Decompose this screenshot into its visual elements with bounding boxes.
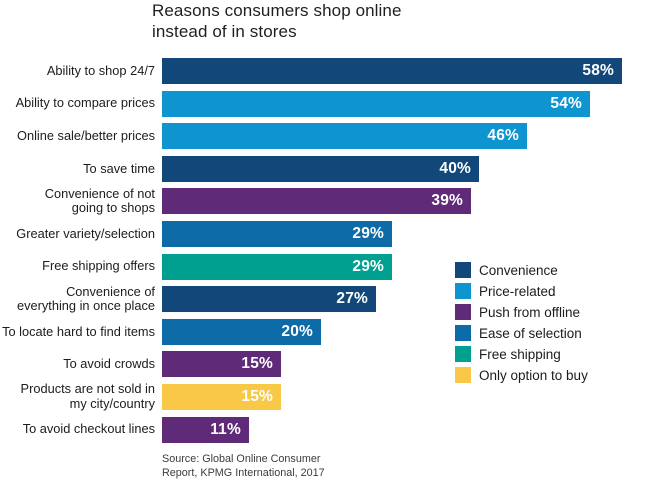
legend-label: Only option to buy: [479, 367, 588, 383]
category-label: Ability to compare prices: [15, 95, 155, 111]
value-label: 39%: [431, 192, 463, 210]
bar: 11%: [162, 416, 249, 443]
category-label: Convenience of not going to shops: [44, 185, 155, 216]
legend-label: Convenience: [479, 262, 558, 278]
bar-track: 40%: [162, 155, 651, 182]
legend-swatch: [455, 325, 471, 341]
value-label: 27%: [336, 290, 368, 308]
value-label: 15%: [241, 387, 273, 405]
bar-row: Ability to shop 24/7 58%: [0, 58, 651, 84]
bar: 29%: [162, 220, 392, 247]
bar-row: Online sale/better prices 46%: [0, 123, 651, 150]
legend-label: Price-related: [479, 283, 556, 299]
bar: 27%: [162, 286, 376, 313]
category-label: To locate hard to find items: [2, 323, 155, 339]
category-label: Products are not sold in my city/country: [20, 381, 155, 411]
bar-row: Ability to compare prices 54%: [0, 90, 651, 117]
legend-item: Push from offline: [455, 304, 588, 320]
bar-row: Convenience of not going to shops 39%: [0, 185, 651, 216]
bar-track: 29%: [162, 253, 651, 280]
category-label: Online sale/better prices: [17, 127, 155, 143]
bar-track: 58%: [162, 58, 651, 84]
chart-title: Reasons consumers shop online instead of…: [152, 1, 402, 41]
bar: 29%: [162, 253, 392, 280]
value-label: 15%: [241, 355, 273, 373]
bar-track: 29%: [162, 220, 651, 247]
legend-item: Ease of selection: [455, 325, 588, 341]
value-label: 29%: [352, 224, 384, 242]
value-label: 29%: [352, 257, 384, 275]
bar-row: Free shipping offers 29%: [0, 253, 651, 280]
bar-row: Products are not sold in my city/country…: [0, 381, 651, 411]
legend-swatch: [455, 304, 471, 320]
category-label: To save time: [83, 160, 155, 176]
bar-track: 15%: [162, 351, 651, 378]
value-label: 40%: [439, 159, 471, 177]
legend-label: Free shipping: [479, 346, 561, 362]
category-label: Greater variety/selection: [16, 225, 155, 241]
category-label: Convenience of everything in once place: [16, 283, 155, 314]
bar: 20%: [162, 318, 321, 345]
bar-track: 20%: [162, 318, 651, 345]
category-label: Ability to shop 24/7: [46, 62, 155, 78]
legend-swatch: [455, 346, 471, 362]
bar: 40%: [162, 155, 479, 182]
source-note: Source: Global Online Consumer Report, K…: [162, 453, 325, 479]
bar-row: To avoid checkout lines 11%: [0, 416, 651, 443]
bar-track: 46%: [162, 123, 651, 150]
value-label: 46%: [487, 127, 519, 145]
value-label: 54%: [550, 94, 582, 112]
bar-row: To avoid crowds 15%: [0, 351, 651, 378]
bar: 58%: [162, 58, 622, 84]
bar-track: 39%: [162, 188, 651, 215]
legend-item: Free shipping: [455, 346, 588, 362]
value-label: 20%: [281, 322, 313, 340]
bar-row: To save time 40%: [0, 155, 651, 182]
bar-row: To locate hard to find items 20%: [0, 318, 651, 345]
legend-item: Convenience: [455, 262, 588, 278]
bar-row: Convenience of everything in once place …: [0, 283, 651, 314]
bar: 46%: [162, 123, 527, 150]
bar-track: 15%: [162, 383, 651, 410]
bar: 15%: [162, 383, 281, 410]
category-label: To avoid crowds: [63, 356, 155, 372]
bar-row: Greater variety/selection 29%: [0, 220, 651, 247]
category-label: Free shipping offers: [42, 258, 155, 274]
bar: 39%: [162, 188, 471, 215]
legend: Convenience Price-related Push from offl…: [455, 262, 588, 388]
value-label: 58%: [582, 62, 614, 79]
bar-track: 11%: [162, 416, 651, 443]
legend-item: Price-related: [455, 283, 588, 299]
legend-swatch: [455, 367, 471, 383]
legend-swatch: [455, 283, 471, 299]
value-label: 11%: [210, 420, 241, 438]
bar: 54%: [162, 90, 590, 117]
category-label: To avoid checkout lines: [22, 421, 155, 437]
legend-swatch: [455, 262, 471, 278]
bar: 15%: [162, 351, 281, 378]
legend-label: Ease of selection: [479, 325, 582, 341]
legend-item: Only option to buy: [455, 367, 588, 383]
legend-label: Push from offline: [479, 304, 581, 320]
bar-track: 54%: [162, 90, 651, 117]
bar-track: 27%: [162, 286, 651, 313]
bar-chart: Ability to shop 24/7 58% Ability to comp…: [0, 58, 651, 449]
